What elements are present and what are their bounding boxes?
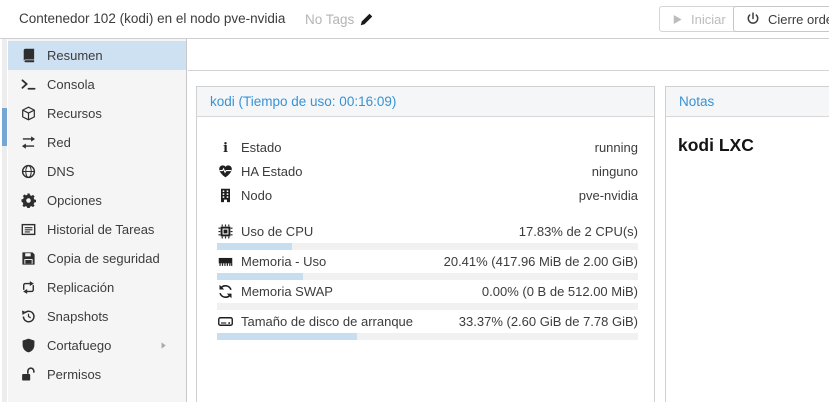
- heartbeat-icon: [217, 164, 234, 179]
- power-icon: [746, 12, 760, 26]
- sidebar-item-replicacion[interactable]: Replicación: [8, 273, 186, 302]
- sidebar-item-label: Replicación: [47, 280, 115, 295]
- sidebar-item-label: Snapshots: [47, 309, 109, 324]
- status-row-label: Nodo: [241, 187, 273, 203]
- sidebar-item-label: DNS: [47, 164, 75, 179]
- content-divider: [188, 70, 829, 71]
- gear-icon: [21, 193, 36, 208]
- replication-icon: [21, 280, 36, 295]
- status-panel: kodi (Tiempo de uso: 00:16:09) i Estado ru…: [196, 86, 655, 402]
- cpu-icon: [217, 224, 234, 239]
- status-row-uso-de-cpu: Uso de CPU 17.83% de 2 CPU(s): [217, 221, 638, 250]
- status-row-label: HA Estado: [241, 163, 303, 179]
- notes-panel: Notas kodi LXC: [665, 86, 829, 402]
- sidebar-item-dns[interactable]: DNS: [8, 157, 186, 186]
- progress-bar-fill: [217, 333, 358, 340]
- progress-bar-fill: [217, 243, 293, 250]
- status-row-value: 33.37% (2.60 GiB de 7.78 GiB): [458, 314, 638, 329]
- progress-bar: [217, 243, 638, 250]
- sidebar-item-consola[interactable]: Consola: [8, 70, 186, 99]
- notes-heading: kodi LXC: [678, 135, 754, 155]
- status-row-value: pve-nvidia: [578, 187, 638, 203]
- progress-bar: [217, 333, 638, 340]
- sidebar-item-label: Red: [47, 135, 71, 150]
- status-row-value: running: [594, 139, 638, 155]
- exchange-icon: [21, 135, 36, 150]
- status-row-label: Estado: [241, 139, 282, 155]
- book-icon: [21, 48, 36, 63]
- chevron-right-icon: [159, 341, 168, 350]
- sidebar-item-label: Historial de Tareas: [47, 222, 155, 237]
- progress-bar: [217, 303, 638, 310]
- floppy-icon: [21, 251, 36, 266]
- status-row-tamano-de-disco-de-arranque: Tamaño de disco de arranque 33.37% (2.60 …: [217, 311, 638, 340]
- status-row-value: 0.00% (0 B de 512.00 MiB): [481, 284, 638, 299]
- status-row-label: Memoria - Uso: [241, 254, 327, 269]
- progress-bar-fill: [217, 273, 303, 280]
- sidebar-item-label: Consola: [47, 77, 95, 92]
- start-button-label: Iniciar: [691, 11, 726, 27]
- unlock-icon: [21, 367, 36, 382]
- status-panel-header: kodi (Tiempo de uso: 00:16:09): [197, 87, 654, 117]
- sidebar-item-resumen[interactable]: Resumen: [8, 41, 186, 70]
- status-row-value: 20.41% (417.96 MiB de 2.00 GiB): [443, 254, 638, 269]
- play-icon: [672, 14, 683, 25]
- sidebar-item-snapshots[interactable]: Snapshots: [8, 302, 186, 331]
- status-row-value: 17.83% de 2 CPU(s): [518, 224, 638, 239]
- status-row-label: Tamaño de disco de arranque: [241, 314, 414, 329]
- status-row-estado: i Estado running: [217, 135, 638, 159]
- sidebar-item-cortafuego[interactable]: Cortafuego: [8, 331, 186, 360]
- sidebar-item-label: Copia de seguridad: [47, 251, 160, 266]
- sidebar-item-recursos[interactable]: Recursos: [8, 99, 186, 128]
- swap-icon: [217, 284, 234, 299]
- status-row-memoria-uso: Memoria - Uso 20.41% (417.96 MiB de 2.00 …: [217, 251, 638, 280]
- sidebar-item-label: Recursos: [47, 106, 102, 121]
- memory-icon: [217, 254, 234, 269]
- sidebar-item-label: Opciones: [47, 193, 102, 208]
- history-icon: [21, 309, 36, 324]
- terminal-icon: [21, 77, 36, 92]
- no-tags-label: No Tags: [305, 11, 355, 27]
- pencil-icon: [360, 13, 373, 26]
- shutdown-button-label: Cierre ordena: [768, 11, 829, 27]
- status-rows: i Estado running HA Estado ninguno Nodo pve-nv…: [197, 117, 654, 340]
- disk-icon: [217, 314, 234, 329]
- status-row-label: Uso de CPU: [241, 224, 314, 239]
- shutdown-button[interactable]: Cierre ordena: [733, 6, 829, 32]
- status-row-nodo: Nodo pve-nvidia: [217, 183, 638, 207]
- cube-icon: [21, 106, 36, 121]
- status-row-memoria-swap: Memoria SWAP 0.00% (0 B de 512.00 MiB): [217, 281, 638, 310]
- sidebar-item-label: Resumen: [47, 48, 103, 63]
- sidebar-item-red[interactable]: Red: [8, 128, 186, 157]
- task-list-icon: [21, 222, 36, 237]
- start-button[interactable]: Iniciar: [659, 6, 739, 32]
- page-title: Contenedor 102 (kodi) en el nodo pve-nvi…: [19, 11, 286, 26]
- sidebar-item-permisos[interactable]: Permisos: [8, 360, 186, 389]
- notes-content: kodi LXC: [666, 117, 829, 160]
- globe-icon: [21, 164, 36, 179]
- status-row-value: ninguno: [591, 163, 638, 179]
- sidebar-item-copia-de-seguridad[interactable]: Copia de seguridad: [8, 244, 186, 273]
- node-icon: [217, 188, 234, 203]
- sidebar-nav: Resumen Consola Recursos Red DNS Opciones Hist…: [8, 39, 187, 402]
- status-row-label: Memoria SWAP: [241, 284, 333, 299]
- status-row-ha-estado: HA Estado ninguno: [217, 159, 638, 183]
- svg-text:i: i: [223, 140, 228, 155]
- progress-bar: [217, 273, 638, 280]
- info-icon: i: [217, 140, 234, 155]
- top-bar: Contenedor 102 (kodi) en el nodo pve-nvi…: [0, 0, 829, 39]
- sidebar-item-label: Cortafuego: [47, 338, 112, 353]
- notes-panel-header: Notas: [666, 87, 829, 117]
- sidebar-item-historial-de-tareas[interactable]: Historial de Tareas: [8, 215, 186, 244]
- tree-scrollbar: [0, 39, 8, 402]
- sidebar-item-label: Permisos: [47, 367, 102, 382]
- shield-icon: [21, 338, 36, 353]
- tags-edit[interactable]: No Tags: [305, 0, 373, 38]
- scrollbar-thumb[interactable]: [2, 108, 7, 146]
- sidebar-item-opciones[interactable]: Opciones: [8, 186, 186, 215]
